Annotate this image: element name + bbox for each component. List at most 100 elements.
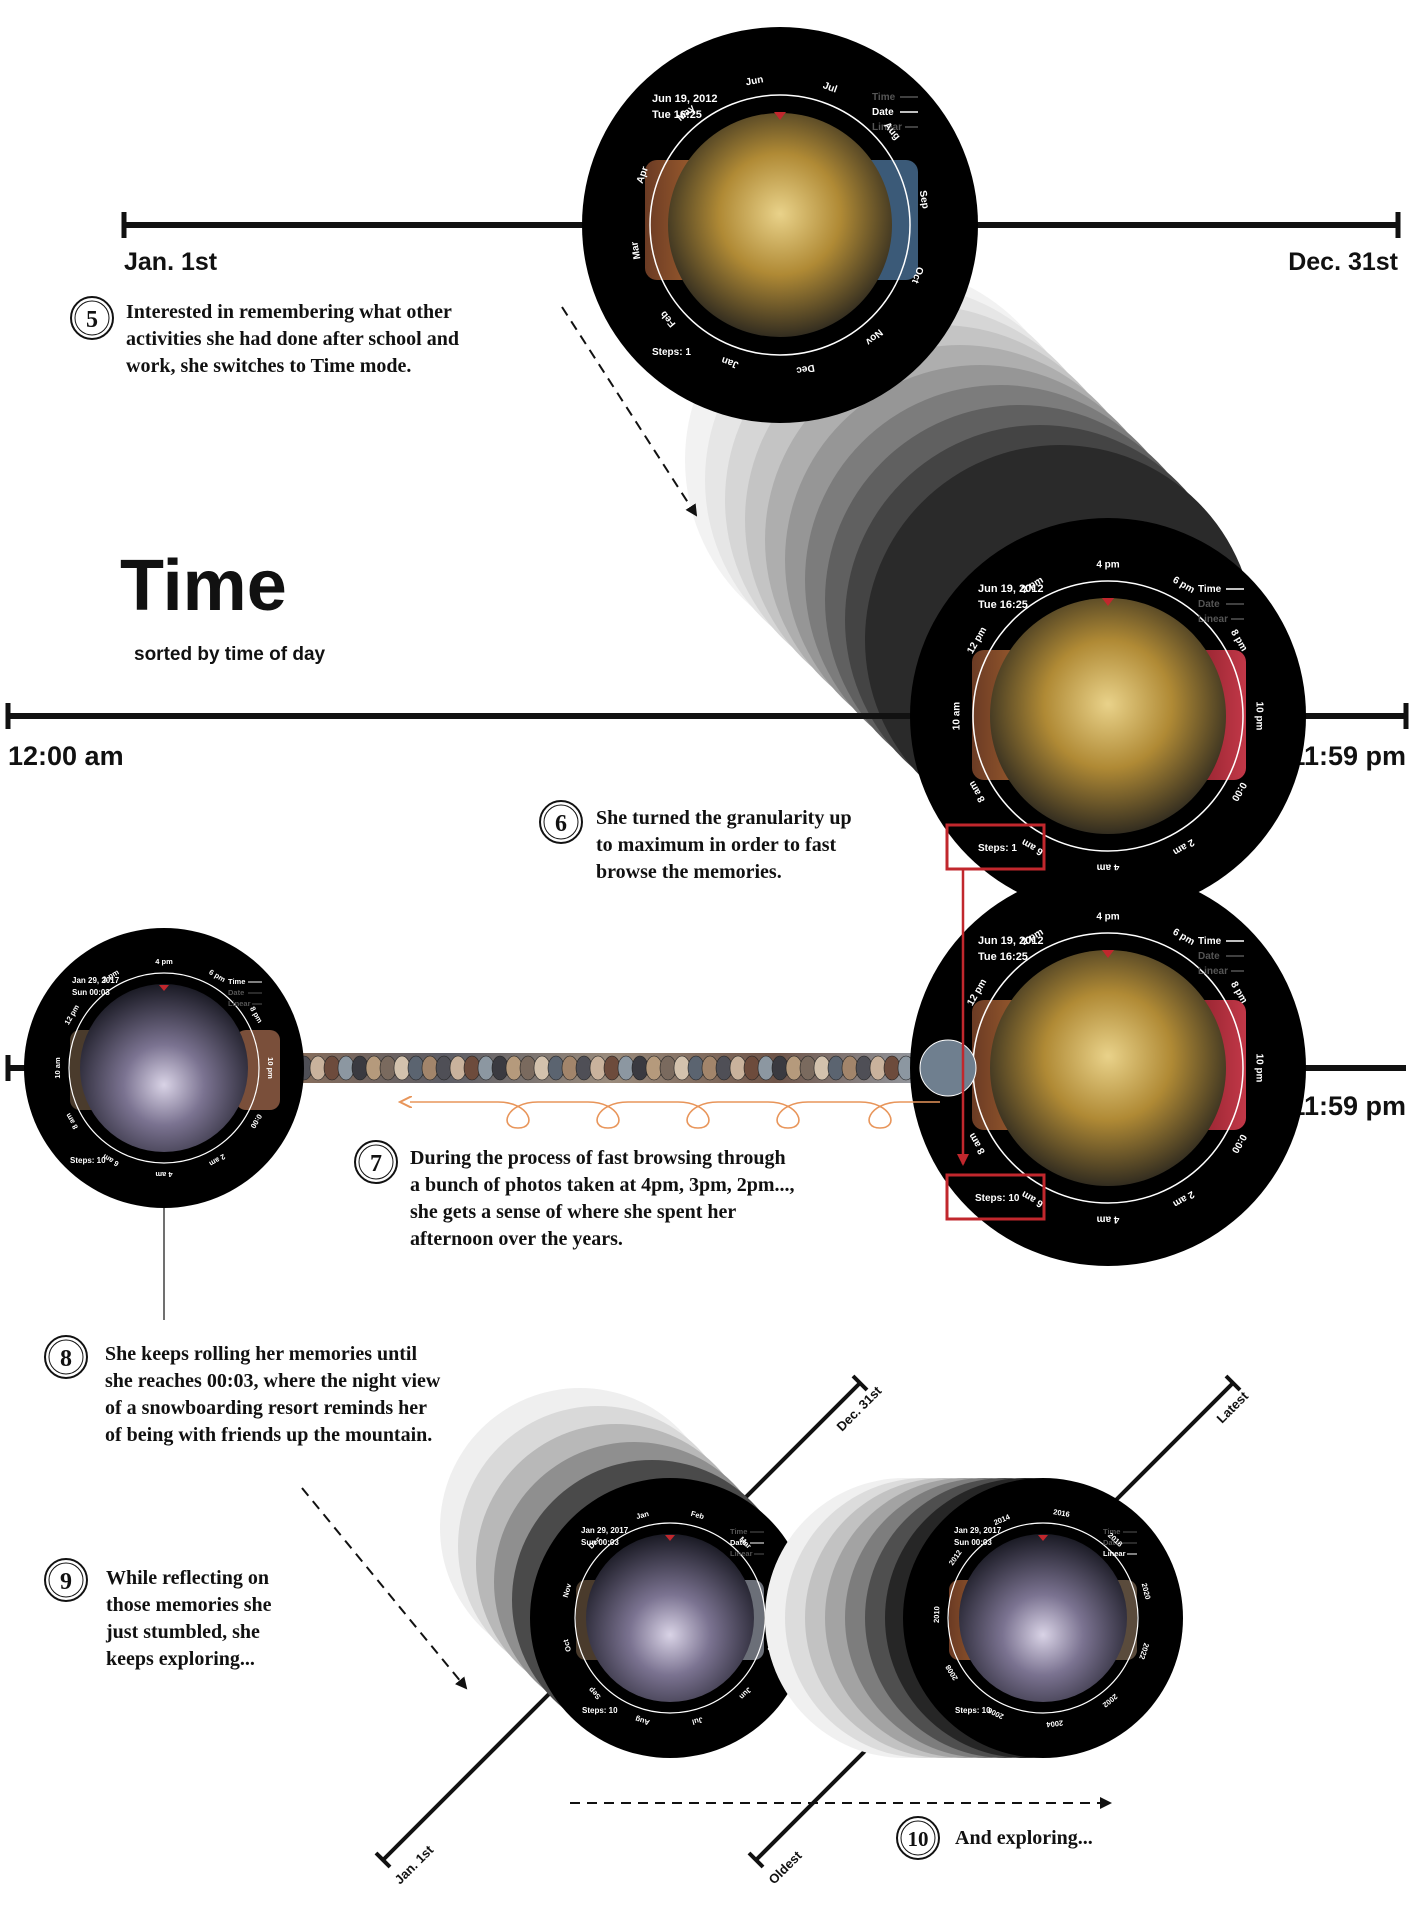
mode-linear[interactable]: Linear <box>228 999 251 1008</box>
dial-photo <box>80 984 248 1152</box>
dial-tick-label: Nov <box>561 1582 574 1599</box>
strip-photo <box>379 1055 397 1081</box>
steps-highlight-box <box>945 1173 1046 1221</box>
step-6-number: 6 <box>555 811 567 837</box>
dial-pointer <box>1102 598 1114 606</box>
mode-time[interactable]: Time <box>228 977 245 986</box>
step-8-line-4: of being with friends up the mountain. <box>105 1424 432 1446</box>
strip-photo <box>701 1055 719 1081</box>
step-9-number: 9 <box>60 1569 72 1595</box>
dial-right-steps10: Jun 19, 2012 Tue 16:25 Time Date Linear … <box>910 870 1306 1266</box>
dial-steps: Steps: 10 <box>975 1193 1020 1204</box>
step-8-annotation: 8 She keeps rolling her memories until s… <box>44 1335 441 1446</box>
steps-highlight-box <box>945 823 1046 871</box>
strip-thumbnail <box>919 1039 977 1097</box>
axis-1-start-label: Jan. 1st <box>124 248 218 276</box>
step-10-number: 10 <box>908 1827 929 1851</box>
step-9-line-1: While reflecting on <box>106 1567 269 1589</box>
dial-tick-label: 10 pm <box>266 1057 275 1079</box>
strip-photo <box>645 1055 663 1081</box>
strip-photo <box>771 1055 789 1081</box>
scene-diagonal-modes: Jan. 1st Dec. 31st Oldest Latest Jan 29,… <box>374 1374 1252 1887</box>
mode-time[interactable]: Time <box>1198 584 1222 595</box>
mode-linear[interactable]: Linear <box>1198 966 1228 977</box>
dial-ring <box>68 972 260 1164</box>
dial-ring <box>649 94 911 356</box>
step-8-badge <box>44 1335 88 1379</box>
mode-time[interactable]: Time <box>1198 936 1222 947</box>
dial-date-mode: Jun 19, 2012 Tue 16:25 Time Date Linear … <box>582 27 978 423</box>
strip-photo <box>505 1055 523 1081</box>
strip-photo <box>603 1055 621 1081</box>
mode-date[interactable]: Date <box>228 988 244 997</box>
mode-date[interactable]: Date <box>872 107 894 118</box>
strip-photo <box>477 1055 495 1081</box>
dial-time: Tue 16:25 <box>652 109 702 121</box>
dial-tick-label: Jun <box>745 74 764 88</box>
scene-time-mode: 12:00 am 11:59 pm Jun 19, 2012 Tue 16:25… <box>5 518 1409 914</box>
axis-a-end-label: Dec. 31st <box>834 1383 885 1434</box>
dial-photo <box>990 950 1226 1186</box>
strip-photo <box>575 1055 593 1081</box>
mode-linear[interactable]: Linear <box>1198 614 1228 625</box>
mode-legend: Time Date Linear <box>228 977 262 1008</box>
step-6-line-2: to maximum in order to fast <box>596 834 836 856</box>
mode-date[interactable]: Date <box>1198 599 1220 610</box>
step-9-line-4: keeps exploring... <box>106 1648 255 1670</box>
dial-steps: Steps: 10 <box>582 1706 618 1715</box>
mode-linear[interactable]: Linear <box>872 122 902 133</box>
dial-tick-label: 2010 <box>932 1606 942 1623</box>
strip-photo <box>393 1055 411 1081</box>
dial-tick-label: Jul <box>691 1715 704 1727</box>
mode-time[interactable]: Time <box>1103 1527 1120 1536</box>
dial-date: Jun 19, 2012 <box>652 93 717 105</box>
strip-photo <box>757 1055 775 1081</box>
mode-linear[interactable]: Linear <box>1103 1549 1126 1558</box>
dial-tick-label: Mar <box>629 241 643 261</box>
step-7-line-1: During the process of fast browsing thro… <box>410 1147 786 1169</box>
step-9-badge <box>44 1558 88 1602</box>
step-7-line-4: afternoon over the years. <box>410 1228 623 1250</box>
dial-ring <box>972 580 1244 852</box>
axis-b-end-label: Latest <box>1214 1388 1252 1426</box>
dial-time: Sun 00:03 <box>954 1538 992 1547</box>
mode-linear[interactable]: Linear <box>730 1549 753 1558</box>
mode-date[interactable]: Date <box>730 1538 746 1547</box>
step-7-number: 7 <box>370 1151 382 1177</box>
mode-legend: Time Date Linear <box>1198 936 1244 977</box>
strip-photo <box>813 1055 831 1081</box>
dial-steps: Steps: 1 <box>978 843 1017 854</box>
dial-tick-label: Oct <box>561 1638 573 1653</box>
section-subtitle: sorted by time of day <box>134 644 326 665</box>
mode-time[interactable]: Time <box>872 92 896 103</box>
dial-tick-label: 10 pm <box>1253 1054 1264 1083</box>
mode-legend: Time Date Linear <box>1103 1527 1137 1558</box>
mode-time[interactable]: Time <box>730 1527 747 1536</box>
dial-photo <box>990 598 1226 834</box>
strip-photo <box>729 1055 747 1081</box>
step-10-badge <box>896 1816 940 1860</box>
dial-tick-label: 4 am <box>1096 861 1119 872</box>
mode-legend: Time Date Linear <box>872 92 918 133</box>
step-10-text: And exploring... <box>955 1827 1093 1849</box>
dial-tick-label: 10 am <box>53 1057 62 1079</box>
dial-tick-label: Dec <box>795 362 815 376</box>
step-8-line-3: of a snowboarding resort reminds her <box>105 1397 427 1419</box>
dial-tick-label: Feb <box>690 1509 706 1521</box>
strip-photo <box>855 1055 873 1081</box>
strip-photo <box>673 1055 691 1081</box>
dial-tick-label: Sep <box>917 190 931 210</box>
step-7-line-2: a bunch of photos taken at 4pm, 3pm, 2pm… <box>410 1174 795 1196</box>
step-5-line-2: activities she had done after school and <box>126 328 459 350</box>
dial-time: Sun 00:03 <box>72 988 110 997</box>
dial-date: Jan 29, 2017 <box>954 1526 1002 1535</box>
step-7-badge <box>354 1140 398 1184</box>
dial-tick-label: 2016 <box>1052 1507 1070 1519</box>
mode-date[interactable]: Date <box>1198 951 1220 962</box>
strip-photo <box>841 1055 859 1081</box>
step-8-number: 8 <box>60 1346 72 1372</box>
mode-date[interactable]: Date <box>1103 1538 1119 1547</box>
dial-tick-label: 10 pm <box>1253 702 1264 731</box>
step-7-annotation: 7 During the process of fast browsing th… <box>354 1140 795 1250</box>
